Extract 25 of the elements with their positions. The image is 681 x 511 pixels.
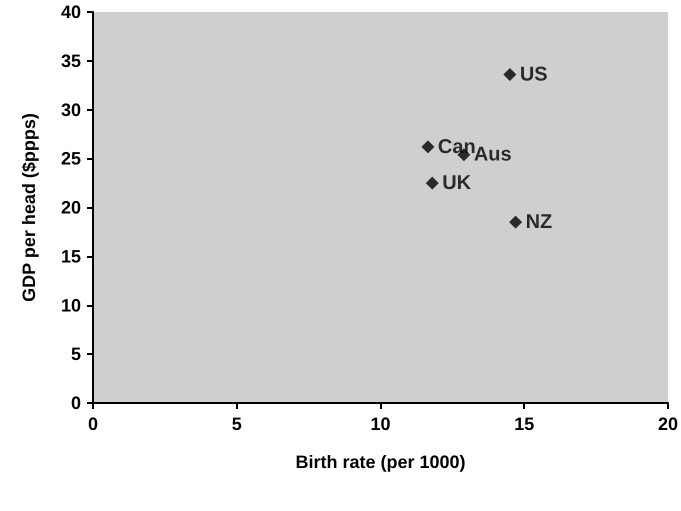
y-tick-label: 20 <box>60 198 81 218</box>
annotation: Aus <box>474 144 512 166</box>
y-axis-title: GDP per head ($ppps) <box>19 113 39 302</box>
x-tick-label: 10 <box>370 414 391 434</box>
point <box>426 176 439 190</box>
x-tick-label: 15 <box>514 414 534 434</box>
x-tick-label: 20 <box>658 414 678 434</box>
y-tick-label: 15 <box>60 246 81 266</box>
y-tick-label: 25 <box>60 148 81 169</box>
point <box>421 140 434 154</box>
annotation: NZ <box>526 211 552 234</box>
annotation: UK <box>442 172 472 194</box>
point <box>503 68 516 82</box>
y-tick-label: 35 <box>60 50 81 71</box>
x-tick-label: 0 <box>88 414 98 434</box>
annotation: Can <box>438 136 476 158</box>
y-tick-label: 5 <box>70 344 81 364</box>
x-axis-title: Birth rate (per 1000) <box>295 452 466 472</box>
x-tick-label: 5 <box>232 414 242 434</box>
y-tick-label: 30 <box>60 100 81 120</box>
point <box>509 216 522 229</box>
y-tick-label: 40 <box>60 2 81 22</box>
y-tick-label: 0 <box>70 393 81 413</box>
annotation: US <box>520 64 548 86</box>
y-tick-label: 10 <box>60 295 81 316</box>
